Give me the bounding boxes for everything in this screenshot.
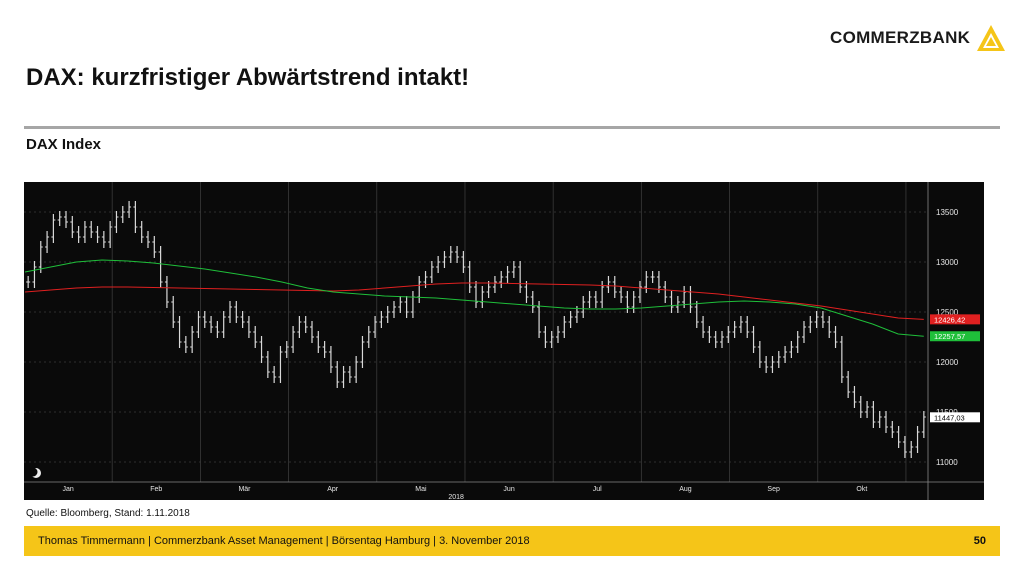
x-tick-label: Okt	[856, 486, 867, 493]
value-tag-label: 12426,42	[934, 315, 965, 324]
x-tick-label: Aug	[679, 486, 692, 493]
x-tick-label: Sep	[767, 486, 780, 493]
value-tag-box	[930, 412, 980, 423]
moving-average-red-line	[24, 282, 924, 320]
moving-average-green-line	[24, 259, 924, 337]
value-tag-label: 12257,57	[934, 332, 965, 341]
value-tag-label: 11447,03	[934, 413, 965, 422]
y-tick-label: 12500	[936, 308, 959, 317]
page-number: 50	[973, 535, 986, 547]
chart-subtitle: DAX Index	[26, 136, 102, 153]
x-tick-label: Jun	[503, 486, 514, 493]
value-tag-box	[930, 331, 980, 342]
logo-text: COMMERZBANK	[830, 28, 971, 47]
x-tick-label: Jan	[62, 486, 73, 493]
footer-bar: Thomas Timmermann | Commerzbank Asset Ma…	[24, 526, 1000, 556]
chart-background	[24, 182, 984, 500]
x-tick-label: Jul	[593, 486, 602, 493]
y-tick-label: 11000	[936, 458, 958, 467]
slide-title: DAX: kurzfristiger Abwärtstrend intakt!	[26, 64, 470, 91]
year-label: 2018	[448, 494, 464, 500]
dax-ohlc-chart: 110001150012000125001300013500JanFebMärA…	[24, 182, 984, 500]
commerzbank-logo: COMMERZBANK	[830, 22, 1006, 54]
value-tag-box	[930, 314, 980, 325]
source-note: Quelle: Bloomberg, Stand: 1.11.2018	[26, 508, 190, 519]
y-tick-label: 13000	[936, 258, 959, 267]
x-tick-label: Mai	[415, 486, 427, 493]
y-tick-label: 13500	[936, 208, 959, 217]
x-tick-label: Mär	[238, 486, 251, 493]
title-divider	[24, 126, 1000, 129]
x-tick-label: Feb	[150, 486, 162, 493]
logo-ribbon-icon	[977, 25, 1006, 51]
moon-icon-shadow	[28, 467, 38, 477]
x-tick-label: Apr	[327, 486, 339, 493]
footer-text: Thomas Timmermann | Commerzbank Asset Ma…	[38, 535, 530, 547]
y-tick-label: 12000	[936, 358, 959, 367]
